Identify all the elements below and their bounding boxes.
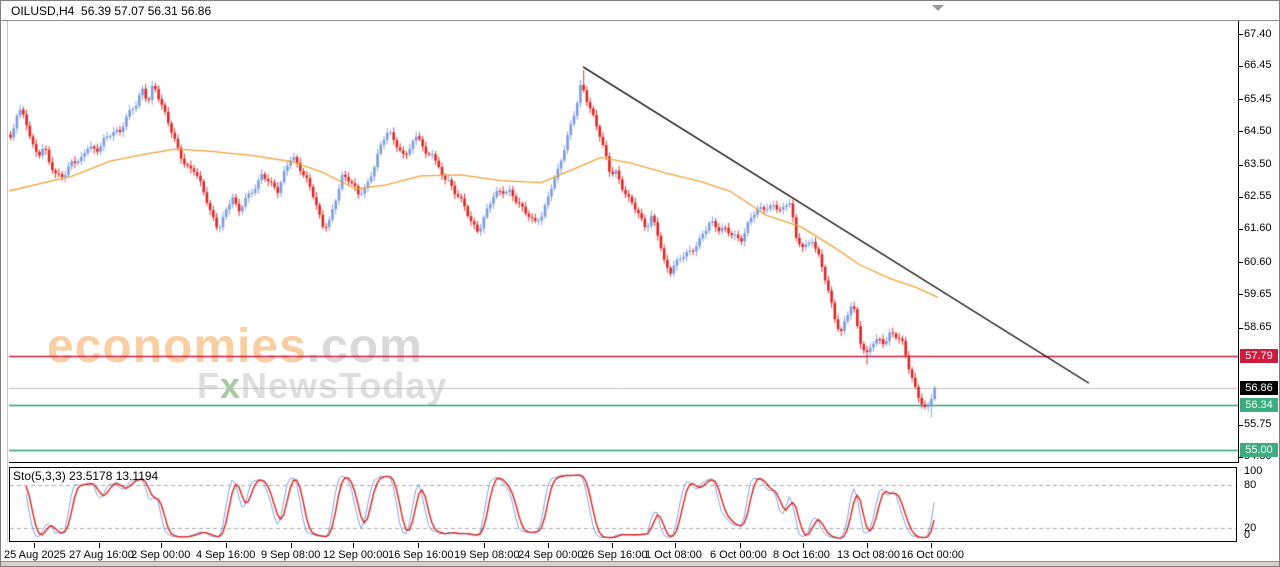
price-tick-label: 59.65 bbox=[1244, 287, 1272, 300]
price-level-badge: 56.34 bbox=[1240, 398, 1278, 413]
price-tick-mark bbox=[1238, 294, 1243, 295]
price-tick-mark bbox=[1238, 34, 1243, 35]
price-tick-mark bbox=[1238, 66, 1243, 67]
date-tick-label: 27 Aug 16:00 bbox=[69, 549, 134, 561]
date-tick-mark bbox=[99, 543, 100, 548]
date-tick-mark bbox=[161, 543, 162, 548]
date-tick-label: 24 Sep 00:00 bbox=[518, 549, 584, 561]
date-tick-label: 16 Oct 00:00 bbox=[901, 549, 964, 561]
date-tick-label: 9 Sep 08:00 bbox=[261, 549, 321, 561]
date-tick-mark bbox=[353, 543, 354, 548]
date-tick-label: 16 Sep 16:00 bbox=[388, 549, 454, 561]
chart-bottom-border bbox=[9, 462, 1239, 463]
stoch-tick-label: 0 bbox=[1244, 528, 1251, 541]
date-tick-mark bbox=[418, 543, 419, 548]
price-tick-label: 60.60 bbox=[1244, 255, 1272, 268]
price-tick-label: 63.50 bbox=[1244, 158, 1272, 171]
panel-left-border bbox=[7, 21, 8, 542]
date-tick-mark bbox=[291, 543, 292, 548]
price-tick-mark bbox=[1238, 328, 1243, 329]
price-tick-mark bbox=[1238, 197, 1243, 198]
date-tick-label: 8 Oct 16:00 bbox=[773, 549, 830, 561]
date-tick-mark bbox=[226, 543, 227, 548]
date-tick-label: 25 Aug 2025 bbox=[4, 549, 66, 561]
date-tick-mark bbox=[740, 543, 741, 548]
price-level-badge: 57.79 bbox=[1240, 349, 1278, 364]
stoch-tick-label: 80 bbox=[1244, 478, 1257, 491]
price-tick-label: 58.65 bbox=[1244, 321, 1272, 334]
price-tick-label: 62.55 bbox=[1244, 190, 1272, 203]
price-tick-label: 66.45 bbox=[1244, 59, 1272, 72]
date-tick-mark bbox=[675, 543, 676, 548]
price-axis-line bbox=[1238, 21, 1239, 462]
date-tick-label: 19 Sep 08:00 bbox=[454, 549, 520, 561]
price-tick-label: 55.75 bbox=[1244, 418, 1272, 431]
date-tick-label: 12 Sep 00:00 bbox=[323, 549, 389, 561]
stoch-tick-label: 100 bbox=[1244, 464, 1263, 477]
window-bottom-strip bbox=[1, 561, 1279, 566]
price-tick-mark bbox=[1238, 425, 1243, 426]
stochastic-panel-border bbox=[9, 467, 1237, 542]
price-tick-mark bbox=[1238, 131, 1243, 132]
stoch-tick-label: 20 bbox=[1244, 521, 1257, 534]
date-tick-mark bbox=[34, 543, 35, 548]
date-tick-label: 6 Oct 00:00 bbox=[710, 549, 767, 561]
price-tick-label: 67.40 bbox=[1244, 27, 1272, 40]
date-tick-mark bbox=[548, 543, 549, 548]
date-tick-mark bbox=[484, 543, 485, 548]
price-tick-mark bbox=[1238, 229, 1243, 230]
price-level-badge: 55.00 bbox=[1240, 443, 1278, 458]
price-tick-mark bbox=[1238, 262, 1243, 263]
titlebar-separator bbox=[1, 20, 1279, 21]
price-level-badge: 56.86 bbox=[1240, 380, 1278, 395]
price-tick-mark bbox=[1238, 457, 1243, 458]
date-tick-label: 1 Oct 08:00 bbox=[645, 549, 702, 561]
date-tick-mark bbox=[931, 543, 932, 548]
date-tick-label: 4 Sep 16:00 bbox=[196, 549, 256, 561]
date-tick-label: 2 Sep 00:00 bbox=[131, 549, 191, 561]
price-tick-label: 65.45 bbox=[1244, 92, 1272, 105]
price-tick-label: 64.50 bbox=[1244, 124, 1272, 137]
stochastic-indicator-label: Sto(5,3,3) 23.5178 13.1194 bbox=[13, 469, 159, 483]
price-tick-label: 61.60 bbox=[1244, 222, 1272, 235]
price-tick-mark bbox=[1238, 165, 1243, 166]
date-tick-mark bbox=[867, 543, 868, 548]
date-tick-mark bbox=[803, 543, 804, 548]
symbol-ohlc-title: OILUSD,H4 56.39 57.07 56.31 56.86 bbox=[11, 4, 212, 18]
date-tick-label: 26 Sep 16:00 bbox=[582, 549, 648, 561]
date-tick-mark bbox=[612, 543, 613, 548]
splitter-handle-icon[interactable] bbox=[932, 5, 944, 11]
date-tick-label: 13 Oct 08:00 bbox=[837, 549, 900, 561]
price-tick-mark bbox=[1238, 99, 1243, 100]
